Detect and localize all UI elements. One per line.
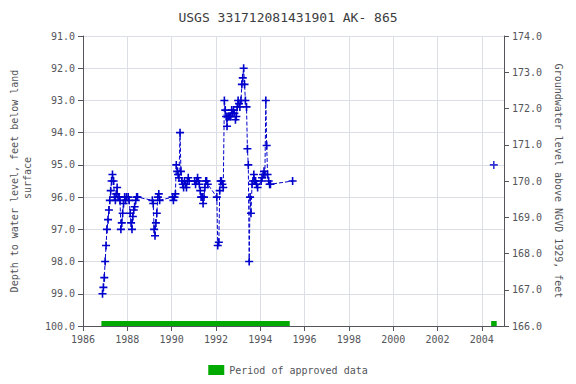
svg-text:93.0: 93.0: [51, 95, 75, 106]
svg-text:Period of approved data: Period of approved data: [229, 365, 367, 376]
svg-text:99.0: 99.0: [51, 288, 75, 299]
svg-text:172.0: 172.0: [512, 103, 542, 114]
svg-text:94.0: 94.0: [51, 127, 75, 138]
svg-text:173.0: 173.0: [512, 67, 542, 78]
svg-text:174.0: 174.0: [512, 31, 542, 42]
svg-text:92.0: 92.0: [51, 63, 75, 74]
svg-text:95.0: 95.0: [51, 159, 75, 170]
svg-text:167.0: 167.0: [512, 284, 542, 295]
svg-text:2000: 2000: [381, 334, 405, 345]
svg-text:166.0: 166.0: [512, 321, 542, 332]
svg-text:Groundwater level above NGVD 1: Groundwater level above NGVD 1929, feet: [553, 64, 564, 299]
svg-text:100.0: 100.0: [45, 321, 75, 332]
svg-text:1994: 1994: [248, 334, 272, 345]
svg-text:1998: 1998: [337, 334, 361, 345]
svg-text:171.0: 171.0: [512, 139, 542, 150]
svg-text:1988: 1988: [115, 334, 139, 345]
svg-text:170.0: 170.0: [512, 176, 542, 187]
svg-text:1992: 1992: [204, 334, 228, 345]
svg-text:1990: 1990: [160, 334, 184, 345]
svg-text:96.0: 96.0: [51, 192, 75, 203]
svg-text:169.0: 169.0: [512, 212, 542, 223]
svg-text:surface: surface: [22, 157, 33, 205]
svg-text:1996: 1996: [293, 334, 317, 345]
svg-text:1986: 1986: [71, 334, 95, 345]
svg-text:2004: 2004: [470, 334, 494, 345]
svg-text:91.0: 91.0: [51, 31, 75, 42]
svg-text:98.0: 98.0: [51, 256, 75, 267]
svg-text:168.0: 168.0: [512, 248, 542, 259]
svg-text:USGS 331712081431901 AK- 865: USGS 331712081431901 AK- 865: [178, 10, 397, 25]
svg-text:97.0: 97.0: [51, 224, 75, 235]
svg-text:Depth to water level, feet bel: Depth to water level, feet below land: [9, 70, 20, 293]
svg-text:2002: 2002: [425, 334, 449, 345]
